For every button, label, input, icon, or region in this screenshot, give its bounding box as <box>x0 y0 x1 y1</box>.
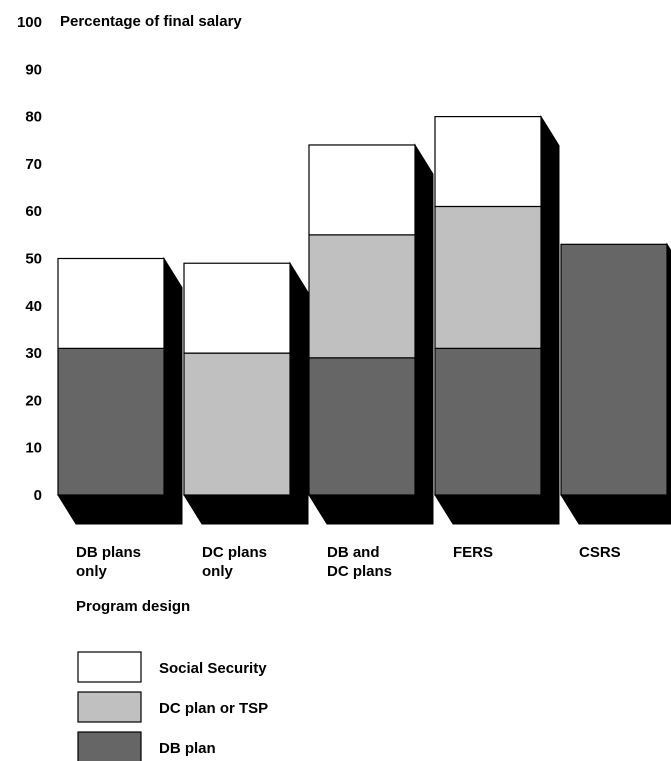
legend-label: DB plan <box>159 740 216 757</box>
legend-swatch <box>77 731 142 761</box>
legend-label: DC plan or TSP <box>159 700 268 717</box>
y-tick-label: 70 <box>25 156 42 173</box>
bar-segment <box>560 243 668 496</box>
y-tick-label: 60 <box>25 203 42 220</box>
bar-segment <box>434 205 542 349</box>
bar-segment <box>57 347 165 496</box>
bar-segment <box>183 352 291 496</box>
y-tick-label: 40 <box>25 298 42 315</box>
bar-segment <box>183 262 291 354</box>
x-category-label: DB plans only <box>76 544 141 580</box>
y-tick-label: 30 <box>25 345 42 362</box>
y-tick-label: 50 <box>25 251 42 268</box>
y-axis-ticks: 0 10 20 30 40 50 60 70 80 90 100 <box>17 14 42 504</box>
y-axis-label: Percentage of final salary <box>60 13 242 30</box>
y-tick-label: 20 <box>25 392 42 409</box>
x-axis-category-labels: DB plans only DC plans only DB and DC plans FE… <box>76 544 621 580</box>
legend: Social Security DC plan or TSP DB plan <box>77 651 268 761</box>
y-tick-label: 0 <box>34 487 42 504</box>
legend-swatch <box>77 691 142 723</box>
x-category-label: DB and DC plans <box>327 544 392 580</box>
x-category-label: FERS <box>453 544 493 561</box>
x-category-label: DC plans only <box>202 544 267 580</box>
bar-segment <box>308 234 416 359</box>
y-tick-label: 90 <box>25 61 42 78</box>
bar-segment <box>434 115 542 208</box>
y-tick-label: 80 <box>25 109 42 126</box>
y-tick-label: 100 <box>17 14 42 31</box>
bar-segment <box>434 347 542 496</box>
x-category-label: CSRS <box>579 544 621 561</box>
legend-swatch <box>77 651 142 683</box>
y-tick-label: 10 <box>25 440 42 457</box>
bar-segment <box>308 144 416 236</box>
legend-label: Social Security <box>159 660 267 677</box>
x-axis-label: Program design <box>76 598 190 615</box>
bar-segment <box>308 357 416 496</box>
bar-segment <box>57 257 165 349</box>
bars <box>57 114 671 525</box>
